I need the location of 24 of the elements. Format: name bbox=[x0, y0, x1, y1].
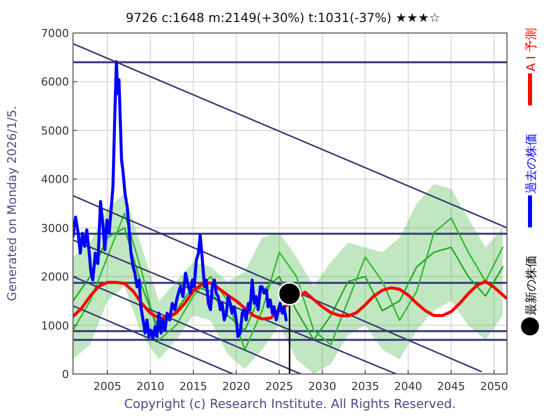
x-tick-label: 2025 bbox=[265, 380, 294, 393]
x-tick-label: 2005 bbox=[93, 380, 122, 393]
y-tick-label: 5000 bbox=[41, 124, 69, 138]
y-tick-label: 6000 bbox=[41, 76, 69, 89]
y-axis-title: Generated on Monday 2026/1/5. bbox=[5, 106, 19, 302]
x-tick-label: 2050 bbox=[480, 380, 508, 393]
y-tick-label: 1000 bbox=[41, 319, 69, 332]
x-tick-label: 2045 bbox=[437, 380, 466, 393]
x-tick-label: 2030 bbox=[308, 380, 336, 393]
x-tick-label: 2040 bbox=[394, 380, 422, 393]
line-series bbox=[73, 212, 504, 350]
text: Copyright (c) Research Institute. All Rights Reserved. bbox=[124, 396, 456, 411]
y-tick-label: 7000 bbox=[41, 27, 69, 40]
y-tick-label: 2000 bbox=[41, 270, 69, 284]
x-tick-label: 2010 bbox=[136, 380, 164, 393]
x-tick-label: 2015 bbox=[179, 380, 208, 393]
y-tick-label: 4000 bbox=[41, 173, 69, 186]
line-series bbox=[73, 280, 507, 320]
line-series bbox=[73, 227, 504, 341]
y-tick-label: 0 bbox=[62, 368, 69, 381]
x-tick-label: 2035 bbox=[351, 380, 380, 393]
y-tick-label: 3000 bbox=[41, 222, 69, 235]
chart-title: 9726 c:1648 m:2149(+30%) t:1031(-37%) ★★★☆ bbox=[126, 10, 440, 25]
x-tick-label: 2020 bbox=[222, 380, 250, 393]
